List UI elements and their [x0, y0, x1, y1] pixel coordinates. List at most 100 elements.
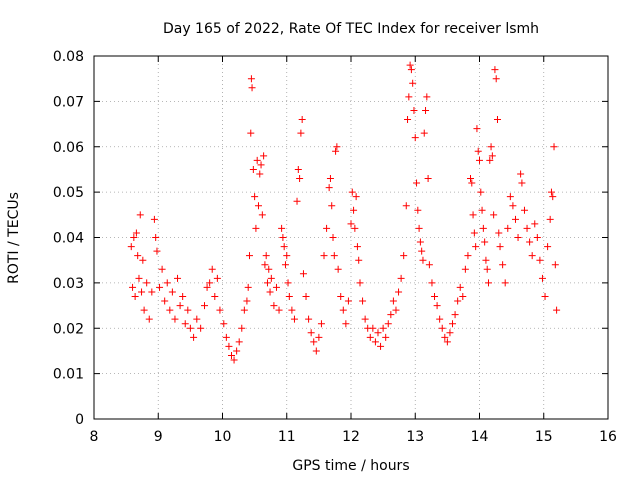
data-point [490, 211, 498, 219]
data-point [482, 256, 490, 264]
data-point [131, 292, 139, 300]
x-tick-label: 8 [90, 429, 99, 445]
data-point [297, 129, 305, 137]
data-point [352, 193, 360, 201]
data-point [395, 288, 403, 296]
data-point [247, 75, 255, 83]
data-point [451, 311, 459, 319]
y-tick-label: 0.06 [53, 140, 84, 156]
data-point [428, 279, 436, 287]
data-point [506, 193, 514, 201]
y-tick-label: 0.05 [53, 185, 84, 201]
data-point [351, 224, 359, 232]
data-point [551, 261, 559, 269]
data-point [509, 202, 517, 210]
data-point [499, 261, 507, 269]
data-point [127, 243, 135, 251]
y-tick-label: 0.01 [53, 367, 84, 383]
data-point [461, 265, 469, 273]
data-point [181, 320, 189, 328]
data-point [342, 320, 350, 328]
data-point [320, 252, 328, 260]
data-point [333, 143, 341, 151]
data-point [483, 265, 491, 273]
data-point [549, 193, 557, 201]
data-point [176, 302, 184, 310]
data-point [550, 143, 558, 151]
data-point [523, 224, 531, 232]
data-point [344, 297, 352, 305]
data-point [387, 311, 395, 319]
data-point [374, 329, 382, 337]
data-point [487, 143, 495, 151]
data-point [504, 224, 512, 232]
data-point [423, 93, 431, 101]
data-point [263, 279, 271, 287]
data-point [179, 292, 187, 300]
data-point [531, 220, 539, 228]
data-point [474, 147, 482, 155]
data-point [135, 274, 143, 282]
data-point [139, 256, 147, 264]
x-tick-label: 16 [599, 429, 617, 445]
data-point [283, 252, 291, 260]
data-point [449, 320, 457, 328]
data-point [253, 156, 261, 164]
data-point [252, 224, 260, 232]
data-point [400, 252, 408, 260]
y-tick-label: 0.08 [53, 49, 84, 65]
data-point [468, 179, 476, 187]
data-point [230, 356, 238, 364]
x-tick-label: 13 [406, 429, 424, 445]
data-point [407, 66, 415, 74]
data-point [418, 247, 426, 255]
data-point [243, 297, 251, 305]
data-point [544, 243, 552, 251]
data-point [424, 175, 432, 183]
data-point [520, 206, 528, 214]
data-point [339, 306, 347, 314]
y-tick-label: 0.04 [53, 231, 84, 247]
data-point [350, 206, 358, 214]
data-point [553, 306, 561, 314]
data-point [538, 274, 546, 282]
data-point [488, 152, 496, 160]
data-point [317, 320, 325, 328]
data-point [382, 333, 390, 341]
data-point [470, 229, 478, 237]
y-tick-label: 0 [75, 412, 84, 428]
data-point [541, 292, 549, 300]
data-point [533, 234, 541, 241]
data-point [265, 265, 273, 273]
data-point [478, 206, 486, 214]
y-tick-label: 0.02 [53, 321, 84, 337]
data-point [174, 274, 182, 282]
data-point [201, 302, 209, 310]
data-point [356, 279, 364, 287]
data-point [203, 283, 211, 291]
data-point [379, 324, 387, 332]
data-point [244, 283, 252, 291]
y-axis-ticks: 0 0.01 0.02 0.03 0.04 0.05 0.06 0.07 0.08 [53, 49, 608, 428]
data-point [299, 270, 307, 278]
data-point [279, 234, 287, 241]
data-point [436, 315, 444, 323]
data-point [275, 306, 283, 314]
data-point [138, 288, 146, 296]
data-point [267, 274, 275, 282]
data-point [491, 66, 499, 74]
data-point [528, 252, 536, 260]
data-point [156, 283, 164, 291]
x-tick-label: 11 [278, 429, 296, 445]
data-point [296, 175, 304, 183]
data-point [256, 170, 264, 178]
x-axis-ticks: 8 9 10 11 12 13 14 15 16 [90, 56, 617, 445]
data-point [425, 261, 433, 269]
data-point [150, 215, 158, 223]
data-point [492, 75, 500, 83]
data-point [235, 338, 243, 346]
data-point [312, 347, 320, 355]
data-point [163, 279, 171, 287]
data-point [129, 283, 137, 291]
data-point [369, 324, 377, 332]
